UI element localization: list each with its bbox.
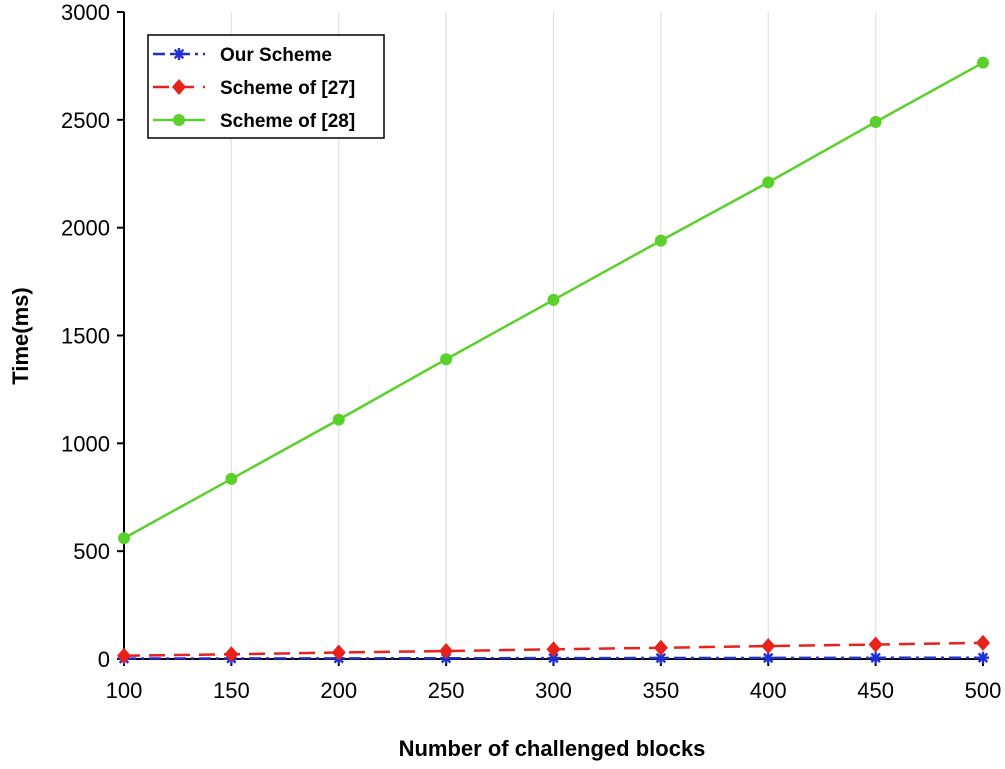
- data-point: [761, 638, 776, 655]
- y-tick-label: 0: [98, 647, 110, 672]
- data-point: [118, 532, 130, 545]
- x-tick-label: 200: [320, 678, 357, 703]
- x-tick-label: 400: [750, 678, 787, 703]
- y-tick-label: 2500: [61, 108, 110, 133]
- legend-entry: Our Scheme: [153, 45, 332, 66]
- y-tick-label: 2000: [61, 216, 110, 241]
- data-point: [439, 643, 454, 660]
- series-group: [117, 56, 990, 665]
- legend-entry: Scheme of [28]: [153, 111, 355, 132]
- legend-label: Our Scheme: [220, 45, 332, 66]
- data-point: [976, 634, 990, 651]
- legend: Our Scheme Scheme of [27] Scheme of [28]: [147, 34, 385, 139]
- x-tick-label: 250: [428, 678, 465, 703]
- legend-marker: [173, 48, 185, 60]
- x-axis-label: Number of challenged blocks: [399, 736, 706, 761]
- y-tick-labels: 0 500 1000 1500 2000 2500 3000: [61, 0, 110, 672]
- legend-entry: Scheme of [27]: [153, 78, 355, 99]
- y-tick-label: 1500: [61, 324, 110, 349]
- data-point: [869, 115, 882, 128]
- series-3: [118, 56, 989, 545]
- data-point: [868, 636, 883, 653]
- y-tick-label: 3000: [61, 0, 110, 25]
- legend-label: Scheme of [27]: [220, 78, 355, 99]
- y-tick-label: 500: [73, 539, 110, 564]
- data-point: [654, 234, 667, 247]
- legend-label: Scheme of [28]: [220, 111, 355, 132]
- data-point: [762, 176, 775, 189]
- data-point: [440, 353, 453, 366]
- y-tick-label: 1000: [61, 431, 110, 456]
- x-tick-label: 100: [106, 678, 143, 703]
- data-point: [117, 647, 131, 664]
- data-point: [869, 651, 882, 664]
- legend-marker: [173, 114, 185, 126]
- data-point: [332, 413, 345, 426]
- x-tick-label: 300: [535, 678, 572, 703]
- data-point: [331, 644, 346, 661]
- data-point: [225, 472, 238, 485]
- data-point: [224, 646, 239, 663]
- data-point: [977, 56, 989, 69]
- x-tick-labels: 100 150 200 250 300 350 400 450 500: [106, 678, 1002, 703]
- y-axis-label: Time(ms): [8, 287, 33, 384]
- data-point: [653, 639, 668, 656]
- x-tick-label: 500: [965, 678, 1002, 703]
- x-tick-label: 450: [857, 678, 894, 703]
- data-point: [546, 641, 561, 658]
- data-point: [977, 651, 989, 664]
- series-2: [117, 634, 990, 664]
- x-tick-label: 350: [643, 678, 680, 703]
- legend-marker: [172, 79, 186, 95]
- data-point: [547, 293, 560, 306]
- x-tick-label: 150: [213, 678, 250, 703]
